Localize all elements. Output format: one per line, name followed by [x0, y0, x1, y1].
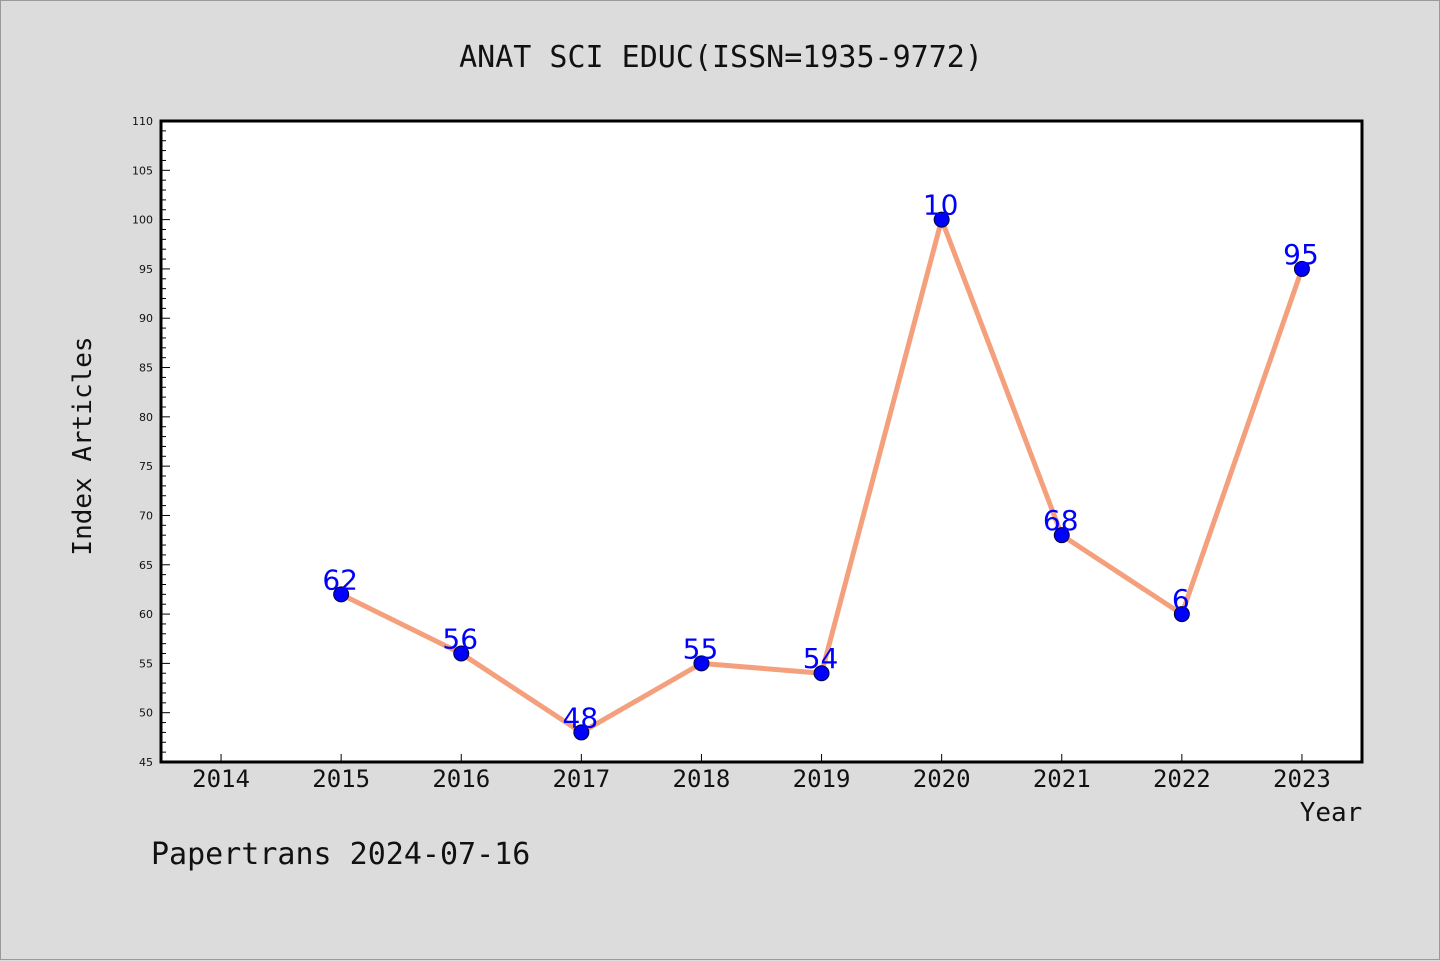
y-axis: 45 50 55 60 65 70 75 80 85 90 95 100 105 110: [132, 115, 170, 769]
data-label: 56: [442, 623, 478, 656]
data-point: [1293, 260, 1310, 277]
x-tick-label: 2020: [913, 765, 971, 793]
y-tick-label: 75: [139, 460, 153, 473]
x-tick-label: 2021: [1033, 765, 1091, 793]
data-label: 55: [683, 632, 719, 665]
data-label: 95: [1283, 238, 1319, 271]
y-tick-label: 60: [139, 608, 153, 621]
data-label: 6: [1172, 583, 1190, 616]
x-tick-label: 2019: [793, 765, 851, 793]
y-tick-label: 70: [139, 509, 153, 522]
data-label: 68: [1043, 504, 1079, 537]
y-axis-label: Index Articles: [68, 336, 98, 555]
plot-area: [159, 119, 1364, 764]
data-series: 62 56 48 55 54 10 68 6 95: [322, 189, 1319, 741]
y-tick-label: 55: [139, 657, 153, 670]
x-axis: 2014 2015 2016 2017 2018 2019 2020 2021 2022 2023: [192, 754, 1331, 793]
y-tick-label: 80: [139, 411, 153, 424]
x-axis-label: Year: [1300, 798, 1363, 828]
data-point: [933, 211, 950, 228]
x-tick-label: 2023: [1273, 765, 1331, 793]
data-point: [1173, 606, 1190, 623]
y-tick-label: 95: [139, 263, 153, 276]
x-tick-label: 2014: [192, 765, 250, 793]
chart-title: ANAT SCI EDUC(ISSN=1935-9772): [459, 40, 983, 75]
y-tick-label: 100: [132, 214, 153, 227]
x-tick-label: 2018: [673, 765, 731, 793]
y-tick-label: 65: [139, 559, 153, 572]
y-tick-label: 50: [139, 707, 153, 720]
x-tick-label: 2017: [552, 765, 610, 793]
data-point: [573, 724, 590, 741]
x-tick-label: 2022: [1153, 765, 1211, 793]
y-tick-label: 110: [132, 115, 153, 128]
data-label: 10: [923, 189, 959, 222]
data-label: 62: [322, 563, 358, 596]
data-point: [453, 645, 470, 662]
data-point: [1053, 527, 1070, 544]
data-point: [693, 655, 710, 672]
y-tick-label: 105: [132, 164, 153, 177]
y-tick-label: 90: [139, 312, 153, 325]
data-label: 54: [803, 642, 839, 675]
data-point: [333, 586, 350, 603]
footer-text: Papertrans 2024-07-16: [151, 837, 530, 872]
x-tick-label: 2015: [312, 765, 370, 793]
data-point: [813, 665, 830, 682]
y-tick-label: 45: [139, 756, 153, 769]
y-tick-label: 85: [139, 362, 153, 375]
data-label: 48: [563, 701, 599, 734]
x-tick-label: 2016: [432, 765, 490, 793]
